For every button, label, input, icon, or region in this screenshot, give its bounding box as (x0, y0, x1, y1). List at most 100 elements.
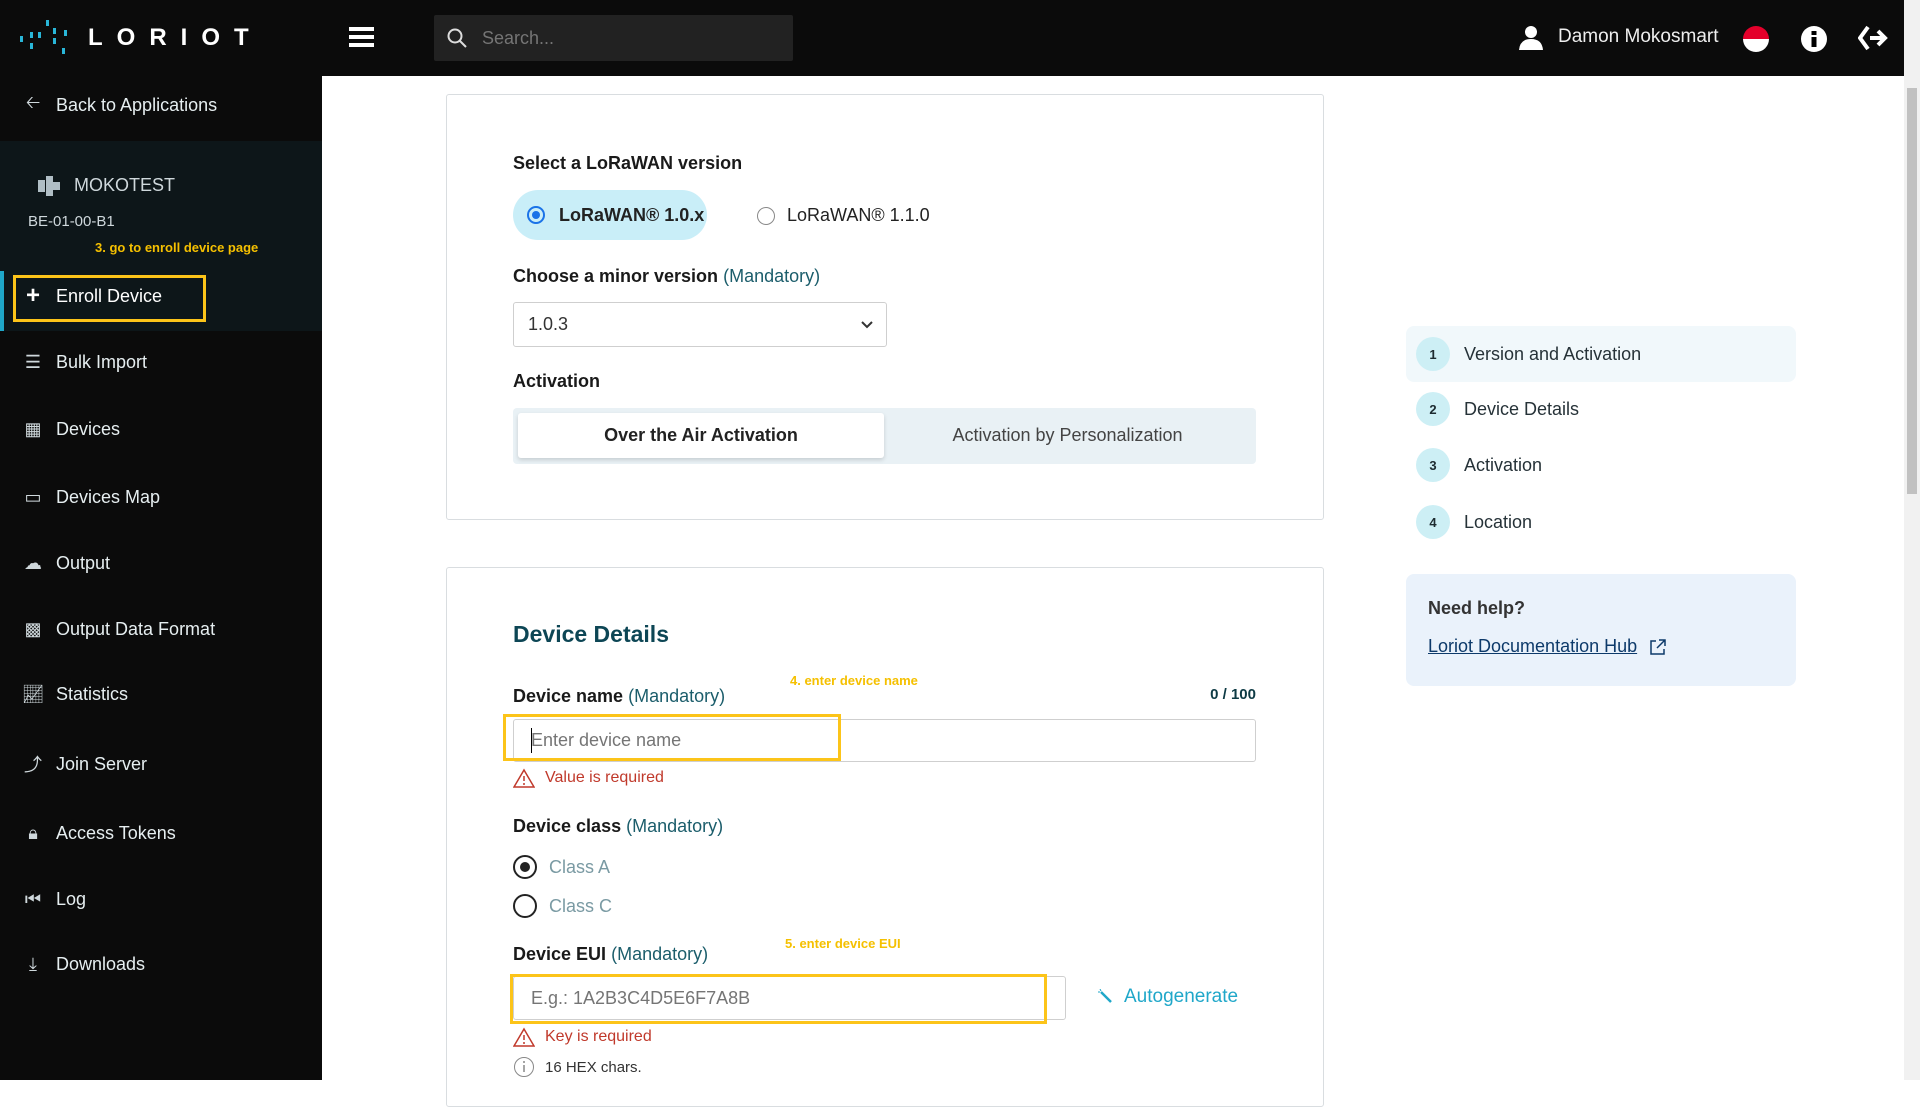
rewind-icon: ⏮︎ (24, 888, 42, 909)
highlight-enroll (13, 275, 206, 322)
list-icon: ☰ (24, 351, 42, 372)
plus-icon: + (25, 282, 40, 309)
activation-label: Activation (513, 371, 601, 391)
documentation-link[interactable]: Loriot Documentation Hub (1428, 636, 1667, 657)
back-label: Back to Applications (56, 94, 218, 115)
sidebar-item-statistics[interactable]: 📈︎ Statistics (0, 670, 322, 718)
scrollbar[interactable] (1904, 0, 1920, 1080)
step-location[interactable]: 4 Location (1406, 494, 1796, 550)
select-value: 1.0.3 (528, 314, 569, 334)
mandatory-tag: (Mandatory) (723, 266, 821, 286)
singapore-flag-icon[interactable] (1742, 25, 1770, 53)
tab-label: Activation by Personalization (952, 425, 1183, 445)
sidebar-item-label: Bulk Import (56, 351, 148, 372)
sidebar-item-access-tokens[interactable]: 🔒︎ Access Tokens (0, 809, 322, 857)
minor-version-select[interactable]: 1.0.3 (513, 302, 887, 347)
sidebar-item-label: Output (56, 552, 111, 573)
sidebar-item-devices[interactable]: ▦ Devices (0, 405, 322, 453)
lorawan-version-title: Select a LoRaWAN version (513, 153, 743, 173)
sidebar-item-output-data-format[interactable]: ▩ Output Data Format (0, 605, 322, 653)
radio-unselected-icon (757, 206, 775, 225)
sidebar-item-join-server[interactable]: ⤴ Join Server (0, 740, 322, 788)
highlight-device-eui (510, 974, 1047, 1024)
text-cursor (531, 728, 532, 753)
step-version-and-activation[interactable]: 1 Version and Activation (1406, 326, 1796, 382)
logout-arrow-icon[interactable] (1858, 24, 1888, 52)
step-number: 3 (1416, 448, 1450, 482)
help-box: Need help? Loriot Documentation Hub (1406, 574, 1796, 686)
sidebar-item-label: Join Server (56, 753, 148, 774)
device-name-input[interactable] (513, 719, 1256, 762)
menu-icon[interactable] (349, 27, 374, 47)
device-eui-hint: 16 HEX chars. (513, 1056, 642, 1078)
radio-class-c[interactable]: Class C (513, 894, 612, 918)
mandatory-tag: (Mandatory) (628, 686, 726, 706)
radio-label: LoRaWAN® 1.1.0 (787, 205, 930, 225)
step-label: Device Details (1464, 398, 1580, 419)
annotation-device-name: 4. enter device name (790, 673, 918, 688)
device-name-error: Value is required (513, 768, 664, 788)
sidebar-item-enroll-device[interactable]: + Enroll Device (0, 272, 322, 320)
app-name: MOKOTEST (74, 174, 176, 195)
mandatory-tag: (Mandatory) (626, 816, 724, 836)
activation-segmented-control: Over the Air Activation Activation by Pe… (513, 408, 1256, 464)
lock-icon: 🔒︎ (28, 822, 38, 843)
radio-label: Class A (549, 856, 611, 877)
sidebar-item-downloads[interactable]: ⤓ Downloads (0, 940, 322, 988)
radio-class-a[interactable]: Class A (513, 855, 610, 879)
tab-abp[interactable]: Activation by Personalization (884, 413, 1251, 458)
device-details-title: Device Details (513, 621, 669, 647)
step-number: 2 (1416, 392, 1450, 426)
active-indicator (0, 271, 4, 331)
error-text: Key is required (545, 1028, 652, 1045)
radio-lorawan-1-1-0[interactable]: LoRaWAN® 1.1.0 (757, 205, 930, 226)
sidebar-item-output[interactable]: ☁ Output (0, 539, 322, 587)
sidebar-item-label: Downloads (56, 953, 146, 974)
app-header: MOKOTEST (38, 174, 175, 196)
sidebar-item-label: Output Data Format (56, 618, 216, 639)
device-eui-input[interactable] (513, 976, 1066, 1020)
hint-text: 16 HEX chars. (545, 1058, 642, 1076)
back-to-applications-link[interactable]: 🡠 Back to Applications (0, 81, 322, 129)
arrow-left-icon: 🡠 (25, 92, 41, 112)
chevron-down-icon (861, 320, 873, 328)
step-label: Version and Activation (1464, 343, 1642, 364)
tab-otaa[interactable]: Over the Air Activation (518, 413, 884, 458)
help-title: Need help? (1428, 598, 1526, 618)
autogenerate-button[interactable]: Autogenerate (1098, 986, 1238, 1008)
sidebar-item-label: Devices (56, 418, 121, 439)
info-icon[interactable] (1800, 25, 1828, 53)
sidebar-item-bulk-import[interactable]: ☰ Bulk Import (0, 338, 322, 386)
external-link-icon (1650, 638, 1666, 655)
sidebar-item-label: Access Tokens (56, 822, 176, 843)
radio-unselected-icon (513, 894, 537, 918)
warning-icon (513, 1027, 535, 1047)
search-input[interactable] (482, 27, 762, 49)
minor-version-label: Choose a minor version (Mandatory) (513, 266, 820, 287)
device-details-card (446, 567, 1324, 1107)
device-name-label: Device name (Mandatory) (513, 686, 725, 707)
device-eui-label: Device EUI (Mandatory) (513, 944, 708, 965)
step-device-details[interactable]: 2 Device Details (1406, 381, 1796, 437)
name-char-counter: 0 / 100 (1210, 686, 1256, 703)
tab-label: Over the Air Activation (604, 425, 798, 445)
info-circle-icon (514, 1057, 534, 1077)
label-text: Choose a minor version (513, 266, 719, 286)
cloud-upload-icon: ☁ (24, 552, 42, 573)
sidebar-item-devices-map[interactable]: ▭ Devices Map (0, 473, 322, 521)
label-text: Device name (513, 686, 624, 706)
annotation-enroll: 3. go to enroll device page (95, 240, 259, 255)
sidebar-item-log[interactable]: ⏮︎ Log (0, 875, 322, 923)
radio-lorawan-1-0-x[interactable]: LoRaWAN® 1.0.x (513, 190, 707, 240)
user-menu[interactable]: Damon Mokosmart (1518, 24, 1719, 50)
chart-icon: 📈︎ (21, 683, 45, 704)
link-text: Loriot Documentation Hub (1428, 636, 1638, 656)
join-icon: ⤴ (24, 755, 42, 775)
step-label: Location (1464, 511, 1533, 532)
step-number: 4 (1416, 505, 1450, 539)
loriot-logo[interactable]: LORIOT (20, 18, 263, 58)
label-text: Device class (513, 816, 622, 836)
search-bar[interactable] (434, 15, 793, 61)
warning-icon (513, 768, 535, 788)
step-activation[interactable]: 3 Activation (1406, 437, 1796, 493)
